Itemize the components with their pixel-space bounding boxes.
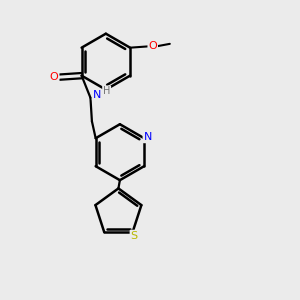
Text: N: N: [143, 132, 152, 142]
Text: O: O: [50, 72, 58, 82]
Text: H: H: [103, 86, 110, 96]
Text: S: S: [130, 231, 138, 241]
Text: N: N: [93, 90, 101, 100]
Text: O: O: [148, 40, 157, 51]
